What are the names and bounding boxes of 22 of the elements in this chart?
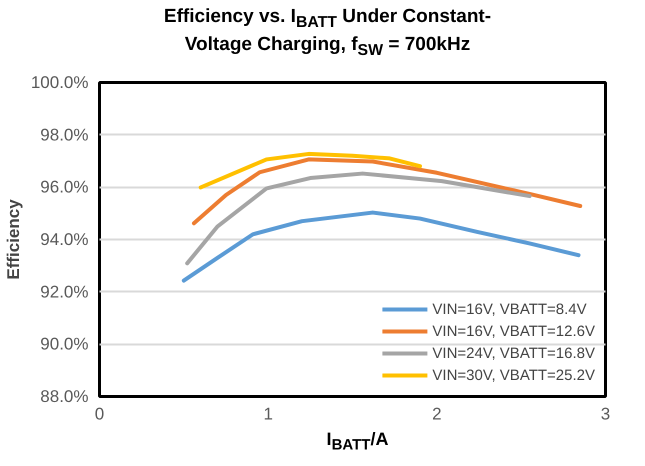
line-series: [185, 172, 532, 266]
y-tick-label: 94.0%: [40, 230, 88, 249]
x-tick-label: 3: [600, 404, 610, 424]
x-tick-label: 2: [432, 404, 442, 424]
chart-title: Efficiency vs. I$_{BATT}$ Under Constant-Voltage Charging, f$_{SW}$ = 700kHz: [162, 5, 492, 60]
legend-label: VIN=24V, VBATT=16.8V: [432, 344, 595, 364]
y-tick-label: 92.0%: [40, 282, 88, 302]
legend-label: VIN=16V, VBATT=8.4V: [432, 300, 587, 320]
y-tick-label: 88.0%: [40, 387, 88, 406]
x-tick-label: 0: [94, 404, 104, 424]
legend-label: VIN=16V, VBATT=12.6V: [432, 322, 595, 342]
x-tick-label: 1: [263, 404, 273, 424]
y-tick-label: 90.0%: [40, 334, 88, 354]
line-series: [192, 157, 582, 226]
y-tick-label: 98.0%: [40, 125, 88, 144]
y-tick-label: 96.0%: [40, 178, 88, 197]
y-axis-title: Efficiency: [4, 198, 23, 280]
x-axis-title: I$_{BATT}$/A: [326, 428, 388, 456]
line-series: [198, 152, 422, 190]
line-series: [182, 210, 581, 283]
y-tick-label: 100.0%: [30, 73, 89, 92]
legend-label: VIN=30V, VBATT=25.2V: [432, 366, 595, 386]
